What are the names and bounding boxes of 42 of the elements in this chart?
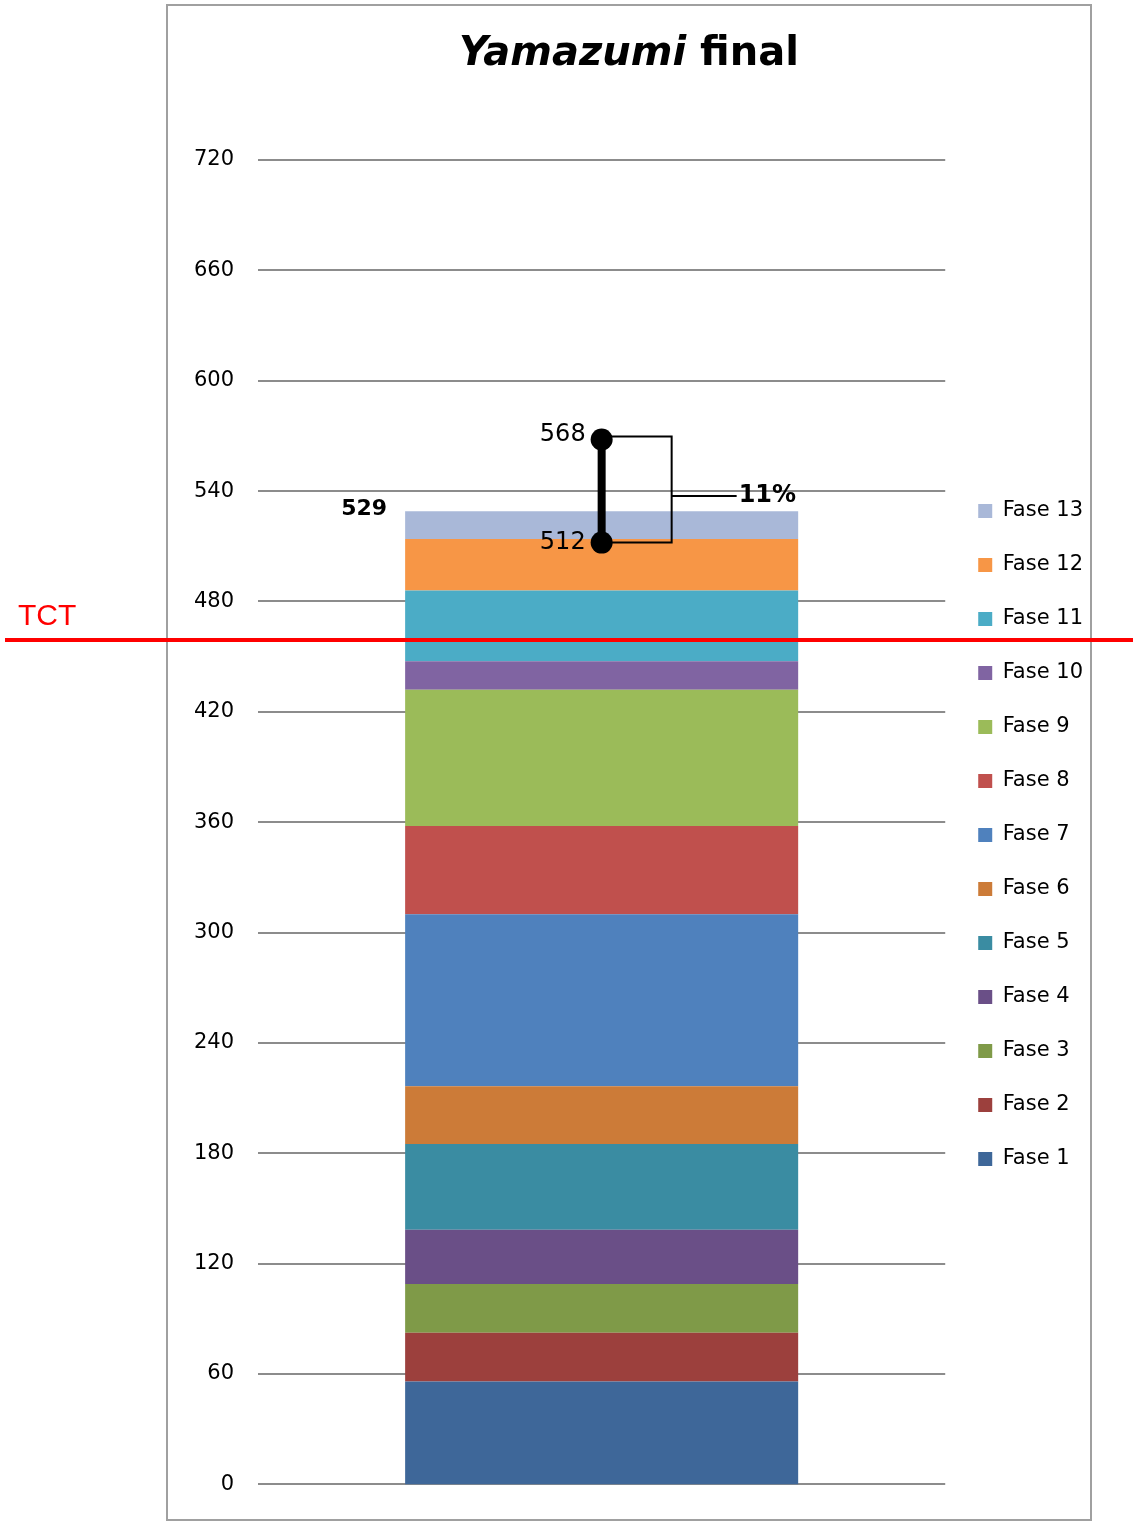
bar	[405, 914, 799, 1087]
legend-label: Fase 5	[1002, 929, 1070, 954]
y-tick-label: 300	[193, 919, 235, 944]
legend-label: Fase 3	[1002, 1037, 1070, 1062]
y-tick-label: 540	[193, 477, 235, 502]
y-tick-label: 720	[193, 146, 235, 171]
ref-line-label: TCT	[18, 598, 77, 632]
bar	[405, 1283, 799, 1333]
data-label: 568	[539, 418, 586, 447]
legend-label: Fase 2	[1002, 1091, 1070, 1116]
legend-label: Fase 11	[1002, 605, 1083, 630]
y-tick-label: 420	[193, 698, 235, 723]
legend-label: Fase 12	[1002, 551, 1083, 576]
y-tick-label: 60	[207, 1360, 235, 1385]
total-label: 529	[341, 495, 388, 521]
legend-label: Fase 1	[1002, 1145, 1070, 1170]
bar	[405, 1144, 799, 1230]
legend-label: Fase 10	[1002, 659, 1083, 684]
legend-label: Fase 6	[1002, 875, 1070, 900]
bar	[405, 1381, 799, 1485]
bar	[405, 590, 799, 662]
y-tick-label: 480	[193, 587, 235, 612]
bar	[405, 825, 799, 915]
bar	[405, 1086, 799, 1145]
bar	[405, 1229, 799, 1284]
y-tick-label: 0	[220, 1470, 235, 1495]
legend-label: Fase 7	[1002, 821, 1070, 846]
y-tick-label: 180	[193, 1139, 235, 1164]
bar	[405, 661, 799, 690]
y-tick-label: 600	[193, 367, 235, 392]
legend-label: Fase 4	[1002, 983, 1070, 1008]
y-tick-label: 360	[193, 808, 235, 833]
y-tick-label: 660	[193, 256, 235, 281]
annotation: 11%	[738, 480, 797, 509]
y-tick-label: 120	[193, 1250, 235, 1275]
bar	[405, 1332, 799, 1382]
bar	[405, 689, 799, 826]
y-tick-label: 240	[193, 1029, 235, 1054]
legend-label: Fase 8	[1002, 767, 1070, 792]
legend-label: Fase 9	[1002, 713, 1070, 738]
chart-title: Yamazumi final	[458, 28, 800, 74]
legend-label: Fase 13	[1002, 497, 1083, 522]
